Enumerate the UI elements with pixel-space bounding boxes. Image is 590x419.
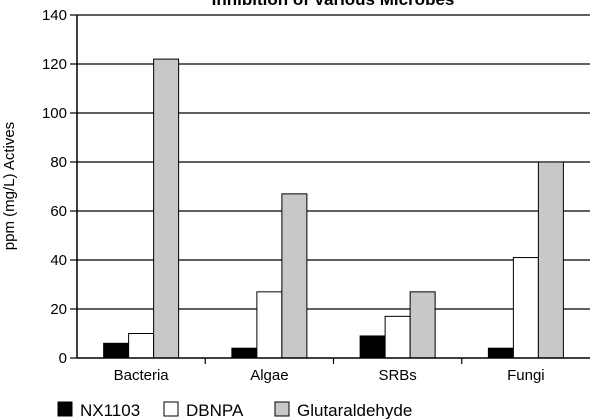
bar-dbnpa-fungi bbox=[512, 257, 539, 359]
x-category-label: Algae bbox=[250, 367, 288, 384]
y-tick-label: 60 bbox=[50, 203, 67, 220]
x-category-label: Bacteria bbox=[114, 367, 170, 384]
legend-swatch bbox=[274, 401, 290, 417]
y-axis-ticks: 0 20 40 60 80 100 120 140 bbox=[42, 7, 77, 367]
x-category-label: SRBs bbox=[378, 367, 416, 384]
chart-title: Inhibition of Various Microbes bbox=[212, 0, 455, 9]
y-tick-label: 120 bbox=[42, 56, 67, 73]
y-tick-label: 140 bbox=[42, 7, 67, 24]
bar-glutaraldehyde-fungi bbox=[537, 161, 564, 359]
bar-dbnpa-srbs bbox=[384, 315, 411, 359]
bar-nx1103-fungi bbox=[487, 347, 514, 359]
bar-glutaraldehyde-srbs bbox=[409, 291, 436, 359]
bars bbox=[103, 58, 564, 359]
legend-label: DBNPA bbox=[186, 401, 244, 419]
legend: NX1103 DBNPA Glutaraldehyde bbox=[57, 401, 412, 419]
x-category-label: Fungi bbox=[507, 367, 545, 384]
y-axis-label: ppm (mg/L) Actives bbox=[1, 122, 18, 250]
bar-glutaraldehyde-algae bbox=[281, 193, 308, 359]
x-axis-ticks: Bacteria Algae SRBs Fungi bbox=[114, 358, 545, 384]
y-tick-label: 20 bbox=[50, 301, 67, 318]
y-tick-label: 0 bbox=[59, 350, 67, 367]
legend-swatch bbox=[163, 401, 179, 417]
legend-label: NX1103 bbox=[80, 401, 140, 419]
bar-nx1103-srbs bbox=[359, 335, 386, 359]
y-tick-label: 80 bbox=[50, 154, 67, 171]
legend-swatch bbox=[57, 401, 73, 417]
bar-nx1103-algae bbox=[231, 347, 258, 359]
y-tick-label: 40 bbox=[50, 252, 67, 269]
bar-nx1103-bacteria bbox=[103, 342, 130, 359]
bar-dbnpa-algae bbox=[256, 291, 283, 359]
bar-glutaraldehyde-bacteria bbox=[153, 58, 180, 359]
y-tick-label: 100 bbox=[42, 105, 67, 122]
legend-label: Glutaraldehyde bbox=[297, 401, 412, 419]
bar-dbnpa-bacteria bbox=[128, 333, 155, 359]
